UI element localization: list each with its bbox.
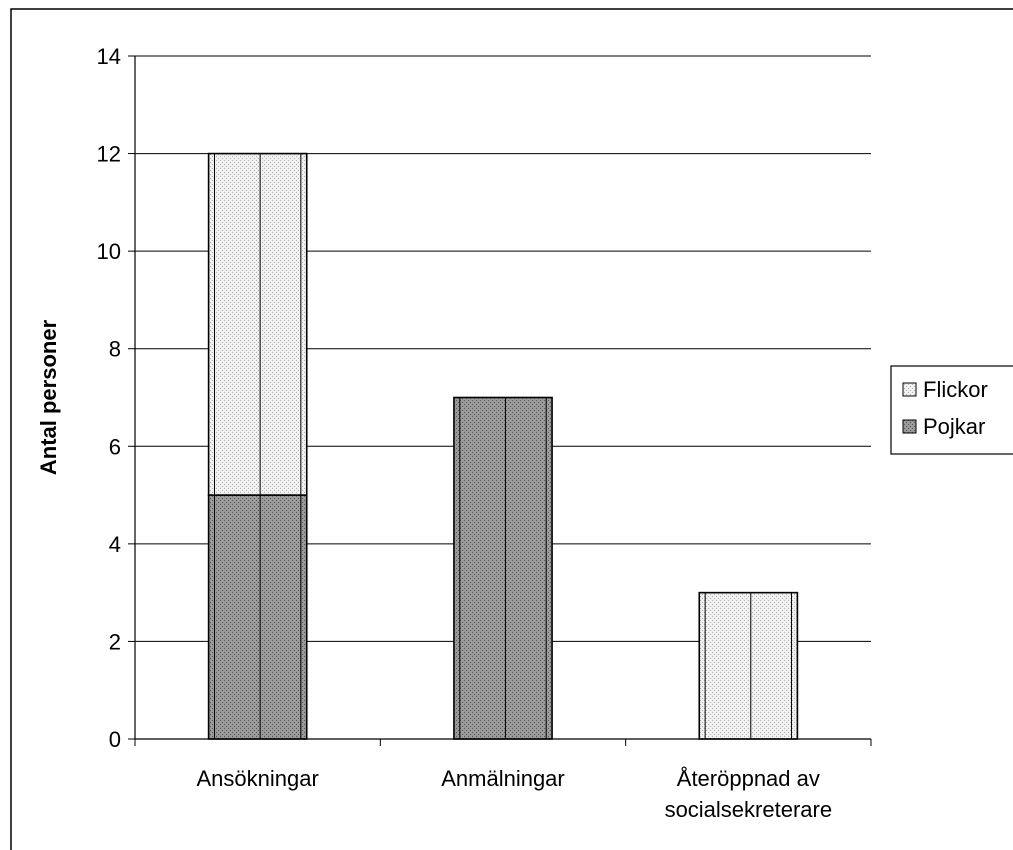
y-tick-label: 0 [109,727,121,752]
legend-entry-pojkar: Pojkar [902,414,985,439]
legend-swatch [902,419,917,434]
x-category-label: socialsekreterare [665,797,833,822]
x-category-label: Anmälningar [441,766,565,791]
y-tick-label: 4 [109,532,121,557]
bar-pojkar [207,494,308,740]
bar-pojkar [453,396,553,740]
y-tick-label: 10 [97,239,121,264]
y-tick-label: 12 [97,142,121,167]
bar-flickor [207,152,308,496]
legend-label: Pojkar [923,414,985,439]
x-category-label: Ansökningar [197,766,319,791]
y-tick-label: 6 [109,434,121,459]
y-tick-label: 8 [109,337,121,362]
bar-flickor [698,591,799,740]
y-tick-label: 14 [97,44,121,69]
legend-label: Flickor [923,377,988,402]
legend-entry-flickor: Flickor [902,377,988,402]
y-tick-label: 2 [109,629,121,654]
legend-swatch [902,382,917,397]
x-category-label: Återöppnad av [677,766,820,791]
legend-box [890,365,1013,455]
y-axis-label: Antal personer [36,319,61,475]
